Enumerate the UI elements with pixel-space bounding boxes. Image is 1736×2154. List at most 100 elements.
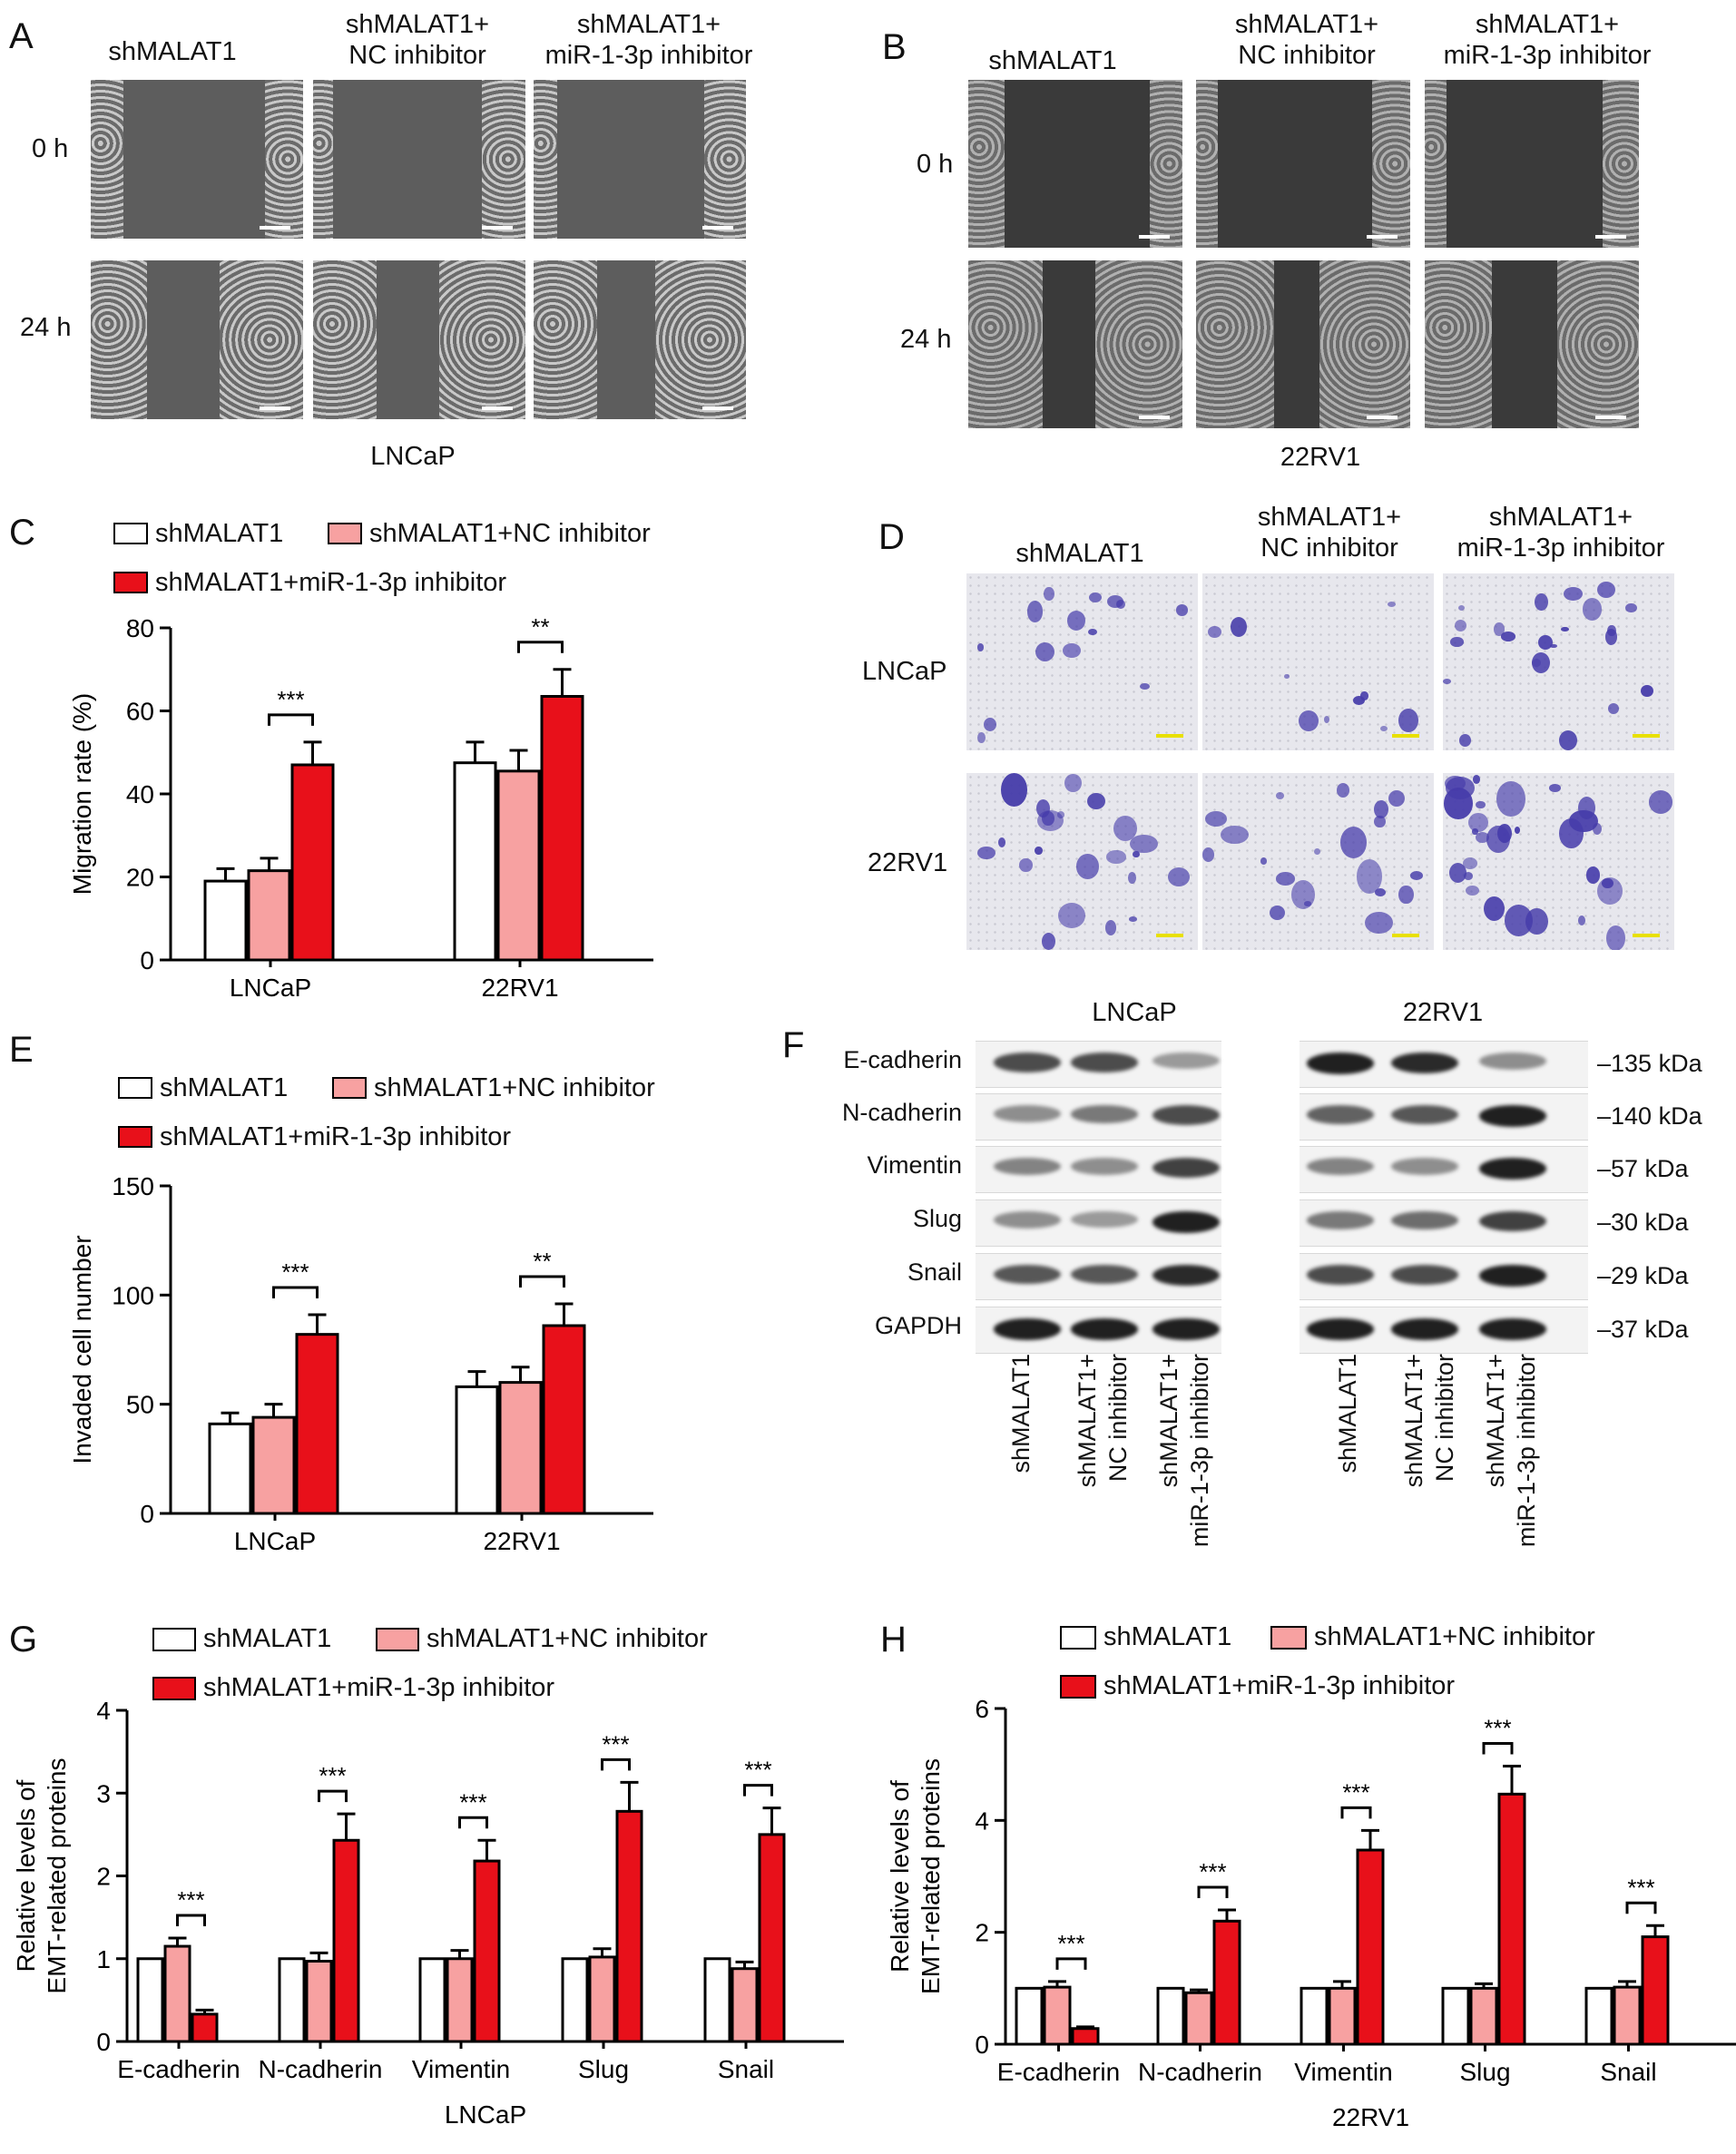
x-tick-label: LNCaP: [234, 1527, 316, 1555]
stained-cell: [1275, 872, 1295, 886]
x-tick-label: N-cadherin: [1138, 2058, 1262, 2086]
stained-cell: [1608, 702, 1620, 715]
significance-label: ***: [744, 1757, 771, 1784]
stained-cell: [1205, 810, 1228, 827]
stained-cell: [1231, 616, 1248, 637]
stained-cell: [1088, 629, 1097, 636]
bar: [332, 1838, 360, 2043]
cell-layer-right: [482, 80, 525, 239]
blot-strip: [976, 1307, 1221, 1354]
scale-bar: [702, 226, 733, 230]
stained-cell: [1323, 715, 1329, 723]
stained-cell: [1167, 866, 1191, 887]
stained-cell: [1379, 725, 1388, 732]
x-tick-label: Vimentin: [412, 2055, 510, 2083]
scale-bar: [1156, 734, 1183, 738]
legend-label-series1: shMALAT1: [155, 519, 284, 548]
stained-cell: [1283, 673, 1290, 680]
blot-band: [1071, 1053, 1138, 1072]
blot-band: [1479, 1265, 1546, 1287]
stained-cell: [1127, 872, 1137, 885]
stained-cell: [1104, 920, 1116, 935]
y-axis-label: EMT-related proteins: [43, 1758, 71, 1994]
blot-strip: [1300, 1093, 1588, 1141]
y-tick-label: 80: [126, 614, 154, 642]
stained-cell: [1221, 826, 1249, 845]
legend-label-series2: shMALAT1+NC inhibitor: [369, 519, 651, 548]
blot-size-label: –57 kDa: [1597, 1155, 1689, 1182]
blot-band: [1307, 1158, 1374, 1175]
blot-band: [1479, 1318, 1546, 1340]
y-tick-label: 4: [96, 1697, 111, 1725]
bar: [561, 1957, 589, 2043]
bar: [1212, 1919, 1241, 2046]
stained-cell: [1462, 857, 1477, 869]
blot-lane-label: shMALAT1+: [1074, 1354, 1101, 1488]
panel-a-col-2: shMALAT1+ NC inhibitor: [345, 10, 490, 70]
stained-cell: [1535, 592, 1548, 611]
panel-a-caption: LNCaP: [370, 442, 456, 471]
micrograph: [1196, 260, 1410, 428]
stained-cell: [1564, 586, 1583, 601]
blot-band: [1071, 1105, 1138, 1123]
panel-d-col-3: shMALAT1+ miR-1-3p inhibitor: [1456, 503, 1665, 563]
stained-cell: [1606, 925, 1626, 950]
stained-cell: [1314, 848, 1321, 856]
blot-strip: [976, 1253, 1221, 1300]
stained-cell: [1582, 597, 1603, 621]
y-axis-label: Invaded cell number: [68, 1235, 96, 1464]
stained-cell: [1454, 619, 1467, 632]
x-tick-label: 22RV1: [483, 1527, 560, 1555]
blot-lane-label: miR-1-3p inhibitor: [1186, 1354, 1213, 1548]
significance-label: ***: [281, 1258, 309, 1286]
cell-layer-left: [534, 80, 557, 239]
blot-row-label: Snail: [907, 1258, 962, 1286]
stained-cell: [1484, 896, 1506, 921]
stained-cell: [1443, 679, 1451, 685]
x-tick-label: Slug: [578, 2055, 629, 2083]
stained-cell: [1500, 632, 1516, 641]
panel-b-col-3: shMALAT1+ miR-1-3p inhibitor: [1443, 10, 1652, 70]
scale-bar: [260, 406, 290, 410]
y-tick-label: 0: [140, 946, 154, 974]
cell-layer-right: [220, 260, 303, 419]
bar: [1156, 1986, 1185, 2046]
panel-label-a: A: [9, 16, 34, 56]
stained-cell: [1514, 827, 1520, 835]
significance-label: ***: [1484, 1715, 1511, 1742]
legend-label-series1: shMALAT1: [1103, 1622, 1232, 1651]
stained-cell: [1035, 642, 1055, 662]
stained-cell: [1036, 810, 1064, 832]
blot-band: [1307, 1211, 1374, 1229]
stained-cell: [1398, 709, 1418, 733]
stained-cell: [1560, 626, 1569, 632]
x-axis-label: 22RV1: [1332, 2103, 1409, 2131]
bar: [473, 1859, 501, 2043]
micrograph: [1202, 773, 1434, 950]
cell-layer-left: [313, 80, 333, 239]
panel-d-row-22rv1: 22RV1: [868, 848, 948, 877]
stained-cell: [1596, 876, 1623, 905]
cell-layer-left: [1425, 80, 1447, 248]
stained-cell: [1648, 790, 1672, 815]
stained-cell: [1374, 887, 1386, 896]
blot-row-label: N-cadherin: [841, 1099, 962, 1126]
stained-cell: [1026, 601, 1043, 622]
micrograph: [313, 80, 525, 239]
micrograph: [1202, 573, 1434, 750]
blot-band: [1391, 1158, 1458, 1175]
stained-cell: [1448, 863, 1466, 884]
stained-cell: [977, 846, 996, 860]
stained-cell: [1577, 915, 1585, 926]
scale-bar: [1156, 934, 1183, 937]
blot-band: [1152, 1158, 1220, 1178]
bar: [496, 769, 541, 962]
stained-cell: [1066, 611, 1085, 632]
stained-cell: [1360, 691, 1368, 700]
blot-band: [1152, 1318, 1220, 1340]
x-tick-label: 22RV1: [481, 974, 558, 1002]
stained-cell: [1525, 907, 1549, 935]
stained-cell: [1550, 643, 1557, 649]
significance-bracket: [1625, 1901, 1657, 1914]
bar: [455, 1385, 499, 1515]
